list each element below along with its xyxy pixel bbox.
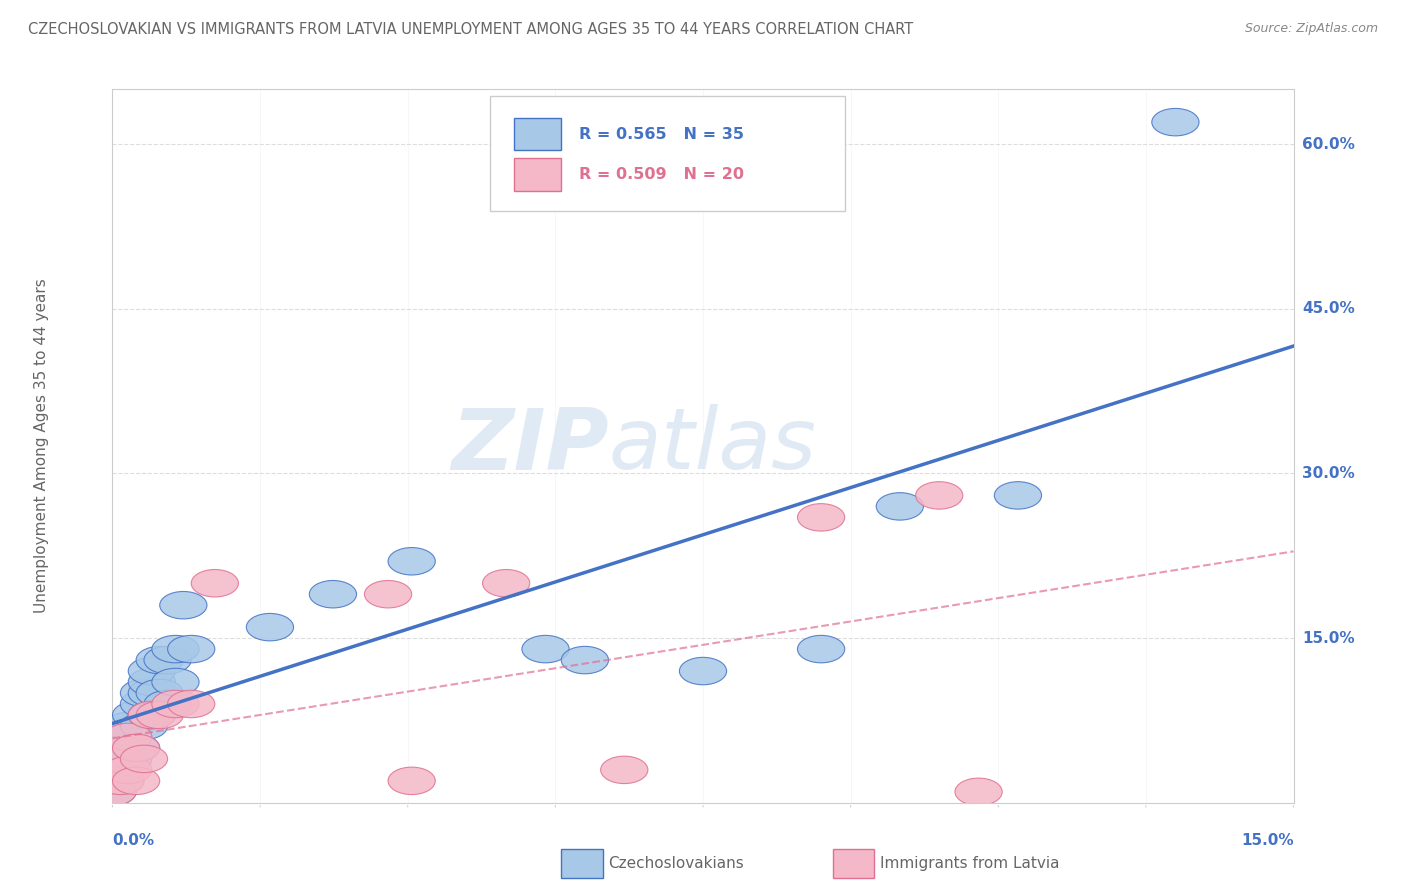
Ellipse shape: [915, 482, 963, 509]
Ellipse shape: [104, 712, 152, 739]
Ellipse shape: [104, 756, 152, 783]
Ellipse shape: [191, 569, 239, 597]
FancyBboxPatch shape: [832, 849, 875, 878]
Ellipse shape: [388, 767, 436, 795]
Text: 15.0%: 15.0%: [1241, 833, 1294, 848]
Ellipse shape: [104, 723, 152, 751]
Ellipse shape: [112, 734, 160, 762]
Ellipse shape: [797, 504, 845, 531]
Ellipse shape: [97, 756, 143, 783]
Ellipse shape: [876, 492, 924, 520]
Ellipse shape: [128, 680, 176, 706]
Ellipse shape: [104, 745, 152, 772]
Text: 60.0%: 60.0%: [1302, 136, 1355, 152]
Ellipse shape: [388, 548, 436, 575]
Ellipse shape: [121, 690, 167, 718]
FancyBboxPatch shape: [515, 159, 561, 191]
Ellipse shape: [797, 635, 845, 663]
Ellipse shape: [167, 635, 215, 663]
Ellipse shape: [97, 745, 143, 772]
FancyBboxPatch shape: [561, 849, 603, 878]
Text: R = 0.565   N = 35: R = 0.565 N = 35: [579, 127, 744, 142]
Ellipse shape: [112, 767, 160, 795]
Text: ZIP: ZIP: [451, 404, 609, 488]
Ellipse shape: [128, 701, 176, 729]
Ellipse shape: [955, 778, 1002, 805]
Ellipse shape: [1152, 109, 1199, 136]
Ellipse shape: [97, 723, 143, 751]
Text: Czechoslovakians: Czechoslovakians: [609, 856, 744, 871]
Ellipse shape: [152, 668, 200, 696]
Ellipse shape: [143, 647, 191, 673]
Ellipse shape: [522, 635, 569, 663]
Ellipse shape: [112, 701, 160, 729]
Text: 0.0%: 0.0%: [112, 833, 155, 848]
Text: Unemployment Among Ages 35 to 44 years: Unemployment Among Ages 35 to 44 years: [34, 278, 49, 614]
Ellipse shape: [128, 701, 176, 729]
Ellipse shape: [121, 745, 167, 772]
FancyBboxPatch shape: [515, 118, 561, 150]
Ellipse shape: [128, 668, 176, 696]
Text: CZECHOSLOVAKIAN VS IMMIGRANTS FROM LATVIA UNEMPLOYMENT AMONG AGES 35 TO 44 YEARS: CZECHOSLOVAKIAN VS IMMIGRANTS FROM LATVI…: [28, 22, 914, 37]
Text: atlas: atlas: [609, 404, 817, 488]
Ellipse shape: [112, 734, 160, 762]
Ellipse shape: [104, 723, 152, 751]
Ellipse shape: [152, 635, 200, 663]
Ellipse shape: [561, 647, 609, 673]
Ellipse shape: [246, 614, 294, 640]
Ellipse shape: [89, 778, 136, 805]
Text: 45.0%: 45.0%: [1302, 301, 1354, 317]
Ellipse shape: [679, 657, 727, 685]
Ellipse shape: [143, 690, 191, 718]
Ellipse shape: [97, 767, 143, 795]
Text: Immigrants from Latvia: Immigrants from Latvia: [880, 856, 1060, 871]
Ellipse shape: [121, 712, 167, 739]
Text: 30.0%: 30.0%: [1302, 466, 1354, 481]
Ellipse shape: [994, 482, 1042, 509]
Ellipse shape: [167, 690, 215, 718]
Ellipse shape: [600, 756, 648, 783]
Ellipse shape: [121, 680, 167, 706]
Ellipse shape: [136, 647, 183, 673]
Ellipse shape: [97, 745, 143, 772]
Text: 15.0%: 15.0%: [1302, 631, 1354, 646]
Ellipse shape: [136, 680, 183, 706]
Ellipse shape: [97, 767, 143, 795]
Text: R = 0.509   N = 20: R = 0.509 N = 20: [579, 168, 744, 182]
FancyBboxPatch shape: [491, 96, 845, 211]
Ellipse shape: [152, 690, 200, 718]
Ellipse shape: [364, 581, 412, 608]
Ellipse shape: [482, 569, 530, 597]
Ellipse shape: [89, 778, 136, 805]
Ellipse shape: [136, 701, 183, 729]
Ellipse shape: [128, 657, 176, 685]
Ellipse shape: [160, 591, 207, 619]
Text: Source: ZipAtlas.com: Source: ZipAtlas.com: [1244, 22, 1378, 36]
Ellipse shape: [309, 581, 357, 608]
